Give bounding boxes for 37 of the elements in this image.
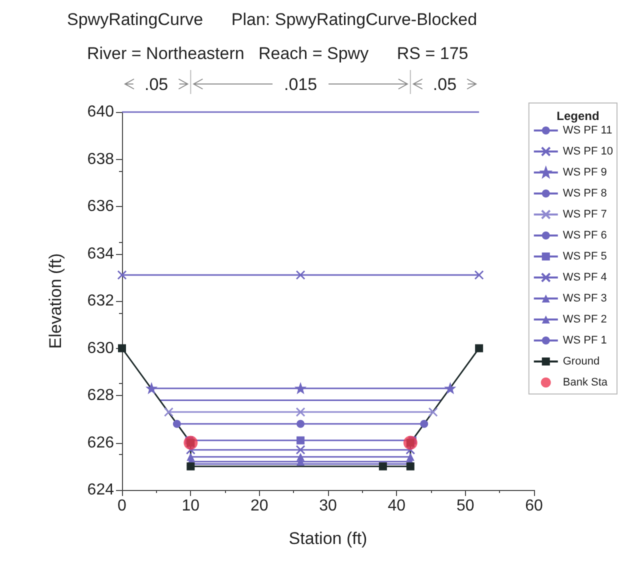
y-axis-title: Elevation (ft): [46, 253, 65, 349]
legend-label: WS PF 7: [562, 208, 607, 220]
y-tick-label: 628: [87, 387, 114, 404]
text: .05: [432, 75, 457, 94]
y-tick-label: 626: [87, 434, 114, 452]
legend-label: WS PF 3: [562, 292, 607, 304]
legend-label: WS PF 9: [562, 166, 607, 178]
legend-title: Legend: [556, 109, 600, 123]
text: .05: [144, 75, 168, 94]
y-tick-label: 632: [87, 292, 114, 310]
legend-label: WS PF 4: [562, 272, 607, 284]
x-tick-label: 0: [118, 498, 127, 514]
legend-label: WS PF 8: [562, 188, 607, 200]
legend-label: Ground: [562, 356, 600, 368]
chart-title: SpwyRatingCurve Plan: SpwyRatingCurve-Blocked: [67, 10, 478, 29]
x-axis-title: Station (ft): [288, 529, 368, 548]
y-tick-label: 636: [87, 198, 114, 215]
legend-label: WS PF 2: [562, 314, 607, 326]
legend-label: WS PF 1: [562, 334, 607, 346]
y-tick-label: 638: [87, 150, 114, 168]
legend-label: Bank Sta: [562, 376, 608, 388]
x-tick-label: 60: [525, 498, 543, 514]
legend-label: WS PF 10: [562, 146, 613, 158]
y-tick-label: 624: [87, 482, 114, 498]
x-tick-label: 20: [250, 498, 268, 514]
y-tick-label: 640: [87, 104, 114, 120]
x-tick-label: 30: [319, 498, 337, 514]
legend-label: WS PF 11: [562, 124, 612, 136]
x-tick-label: 10: [182, 498, 200, 514]
x-tick-label: 50: [456, 498, 474, 514]
y-tick-label: 630: [87, 340, 114, 357]
x-tick-label: 40: [388, 498, 406, 514]
y-tick-label: 634: [87, 245, 114, 262]
text: .015: [284, 75, 318, 94]
chart-subtitle: River = Northeastern Reach = Spwy RS = 175: [87, 44, 468, 63]
legend-label: WS PF 6: [562, 230, 607, 242]
legend-label: WS PF 5: [562, 250, 607, 262]
